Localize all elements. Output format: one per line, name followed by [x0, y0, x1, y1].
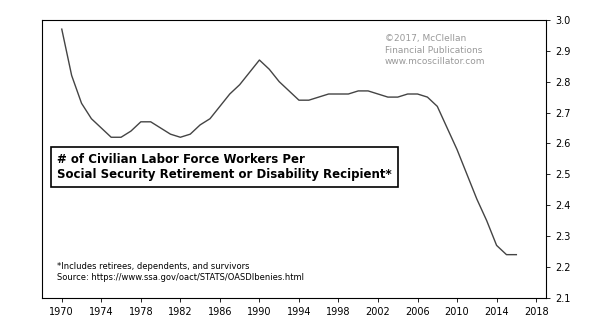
Text: # of Civilian Labor Force Workers Per
Social Security Retirement or Disability R: # of Civilian Labor Force Workers Per So…: [57, 153, 392, 181]
Text: ©2017, McClellan
Financial Publications
www.mcoscillator.com: ©2017, McClellan Financial Publications …: [385, 34, 485, 66]
Text: *Includes retirees, dependents, and survivors
Source: https://www.ssa.gov/oact/S: *Includes retirees, dependents, and surv…: [57, 262, 304, 282]
